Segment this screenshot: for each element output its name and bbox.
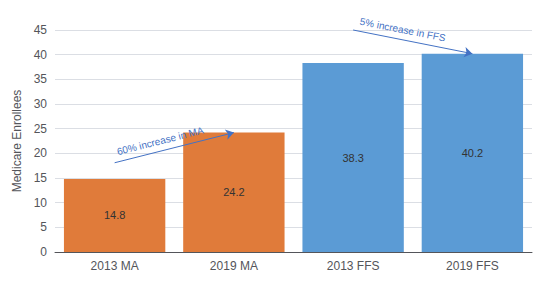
svg-text:10: 10: [34, 196, 48, 210]
svg-text:5: 5: [40, 220, 47, 234]
svg-text:35: 35: [34, 72, 48, 86]
svg-text:30: 30: [34, 97, 48, 111]
svg-text:60% increase in MA: 60% increase in MA: [116, 125, 205, 158]
svg-text:15: 15: [34, 171, 48, 185]
svg-text:14.8: 14.8: [104, 209, 125, 221]
svg-text:2019 MA: 2019 MA: [210, 259, 258, 273]
svg-text:20: 20: [34, 146, 48, 160]
svg-text:25: 25: [34, 122, 48, 136]
svg-text:45: 45: [34, 23, 48, 37]
svg-text:40: 40: [34, 48, 48, 62]
svg-text:0: 0: [40, 245, 47, 259]
svg-text:2013 FFS: 2013 FFS: [327, 259, 380, 273]
svg-text:2019 FFS: 2019 FFS: [446, 259, 499, 273]
svg-text:40.2: 40.2: [462, 147, 483, 159]
svg-text:5% increase in FFS: 5% increase in FFS: [359, 16, 447, 44]
svg-text:Medicare Enrollees: Medicare Enrollees: [10, 90, 24, 193]
svg-text:2013 MA: 2013 MA: [91, 259, 139, 273]
svg-text:24.2: 24.2: [223, 186, 244, 198]
svg-text:38.3: 38.3: [342, 152, 363, 164]
